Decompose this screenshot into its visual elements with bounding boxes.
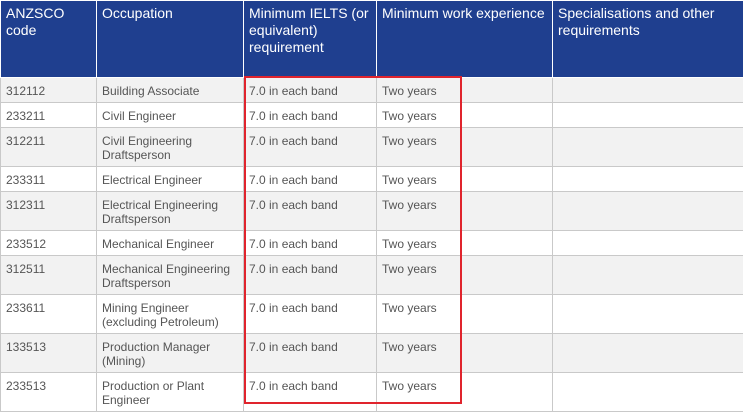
cell-specialisations [553, 256, 743, 295]
cell-specialisations [553, 167, 743, 192]
header-occupation: Occupation [97, 1, 244, 78]
cell-occupation: Building Associate [97, 78, 244, 103]
cell-anzsco-code: 312112 [1, 78, 97, 103]
cell-specialisations [553, 334, 743, 373]
cell-occupation: Civil Engineering Draftsperson [97, 128, 244, 167]
cell-experience: Two years [377, 192, 553, 231]
cell-occupation: Mechanical Engineer [97, 231, 244, 256]
cell-ielts: 7.0 in each band [244, 103, 377, 128]
cell-anzsco-code: 233513 [1, 373, 97, 412]
cell-anzsco-code: 312211 [1, 128, 97, 167]
cell-ielts: 7.0 in each band [244, 78, 377, 103]
table-header-row: ANZSCO code Occupation Minimum IELTS (or… [1, 1, 743, 78]
cell-occupation: Production Manager (Mining) [97, 334, 244, 373]
cell-ielts: 7.0 in each band [244, 295, 377, 334]
cell-anzsco-code: 233211 [1, 103, 97, 128]
header-specialisations: Specialisations and other requirements [553, 1, 743, 78]
cell-ielts: 7.0 in each band [244, 128, 377, 167]
cell-occupation: Mining Engineer (excluding Petroleum) [97, 295, 244, 334]
cell-ielts: 7.0 in each band [244, 334, 377, 373]
cell-occupation: Electrical Engineering Draftsperson [97, 192, 244, 231]
cell-occupation: Electrical Engineer [97, 167, 244, 192]
cell-specialisations [553, 103, 743, 128]
cell-ielts: 7.0 in each band [244, 256, 377, 295]
cell-experience: Two years [377, 167, 553, 192]
cell-anzsco-code: 133513 [1, 334, 97, 373]
cell-occupation: Civil Engineer [97, 103, 244, 128]
cell-experience: Two years [377, 78, 553, 103]
cell-anzsco-code: 312311 [1, 192, 97, 231]
cell-anzsco-code: 233311 [1, 167, 97, 192]
cell-specialisations [553, 192, 743, 231]
cell-anzsco-code: 233512 [1, 231, 97, 256]
cell-experience: Two years [377, 103, 553, 128]
cell-occupation: Mechanical Engineering Draftsperson [97, 256, 244, 295]
cell-anzsco-code: 233611 [1, 295, 97, 334]
cell-ielts: 7.0 in each band [244, 373, 377, 412]
cell-specialisations [553, 295, 743, 334]
cell-experience: Two years [377, 231, 553, 256]
cell-ielts: 7.0 in each band [244, 231, 377, 256]
header-min-experience: Minimum work experience [377, 1, 553, 78]
cell-ielts: 7.0 in each band [244, 167, 377, 192]
cell-occupation: Production or Plant Engineer [97, 373, 244, 412]
cell-experience: Two years [377, 295, 553, 334]
header-min-ielts: Minimum IELTS (or equivalent) requiremen… [244, 1, 377, 78]
cell-specialisations [553, 373, 743, 412]
cell-experience: Two years [377, 334, 553, 373]
cell-anzsco-code: 312511 [1, 256, 97, 295]
cell-specialisations [553, 231, 743, 256]
cell-experience: Two years [377, 256, 553, 295]
header-anzsco-code: ANZSCO code [1, 1, 97, 78]
cell-experience: Two years [377, 128, 553, 167]
cell-experience: Two years [377, 373, 553, 412]
cell-specialisations [553, 128, 743, 167]
cell-specialisations [553, 78, 743, 103]
cell-ielts: 7.0 in each band [244, 192, 377, 231]
